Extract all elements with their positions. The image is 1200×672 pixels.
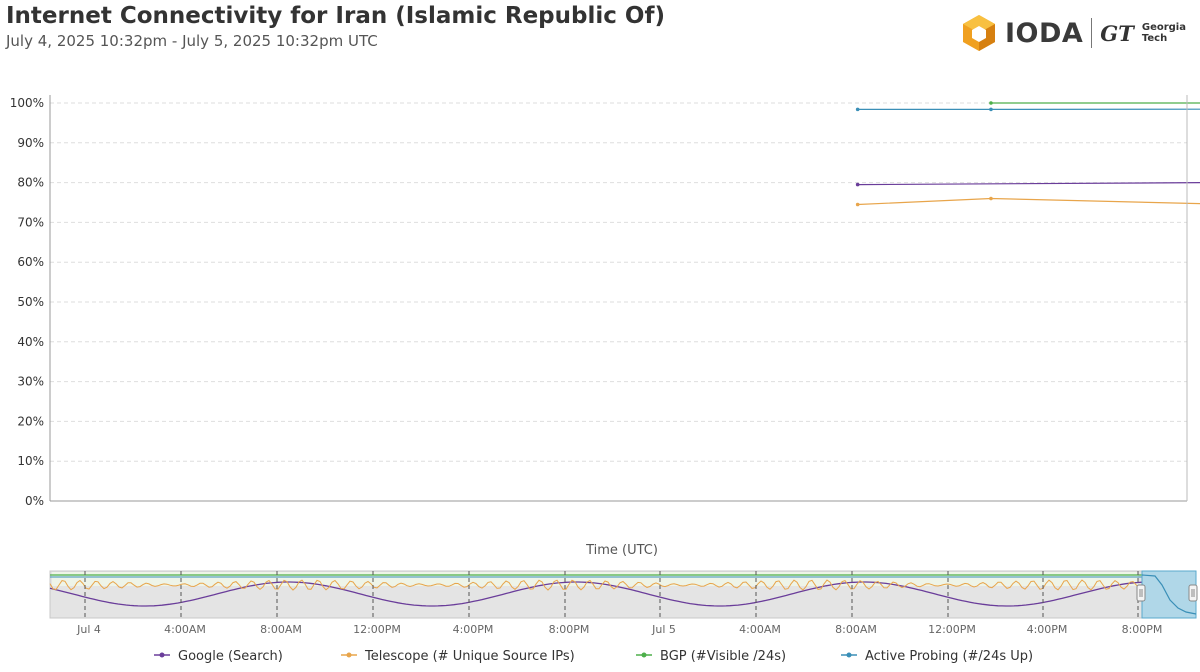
navigator-tick-label: 4:00AM (164, 623, 206, 636)
legend-item-2[interactable]: BGP (#Visible /24s) (636, 649, 786, 664)
chart-title: Internet Connectivity for Iran (Islamic … (6, 3, 665, 29)
legend-item-0[interactable]: Google (Search) (154, 649, 283, 664)
legend-label: Google (Search) (178, 649, 283, 664)
data-point[interactable] (989, 196, 993, 201)
y-tick-label: 90% (17, 136, 44, 150)
navigator-selection[interactable] (1141, 570, 1197, 619)
navigator-handle-right[interactable] (1188, 584, 1198, 602)
y-tick-label: 40% (17, 335, 44, 349)
plot-axes: 0%10%20%30%40%50%60%70%80%90%100%8:30PM8… (10, 95, 1188, 508)
navigator-handle-left[interactable] (1136, 584, 1146, 602)
series-0 (855, 182, 1200, 187)
series-3 (855, 107, 1200, 112)
time-navigator[interactable]: Jul 4 4:00AM 8:00AM 12:00PM 4:00PM 8:00PM Jul … (49, 570, 1198, 636)
legend-label: BGP (#Visible /24s) (660, 649, 786, 664)
series-1 (855, 196, 1200, 207)
chart-legend: Google (Search) Telescope (# Unique Sourc… (154, 649, 1033, 664)
y-tick-label: 80% (17, 176, 44, 190)
plot-series (855, 101, 1200, 207)
navigator-tick-label: 8:00AM (835, 623, 877, 636)
navigator-google-line (49, 581, 1143, 607)
ioda-logo: IODA GT Georgia Tech (961, 10, 1186, 56)
y-tick-label: 30% (17, 375, 44, 389)
legend-swatch-marker (159, 652, 165, 658)
y-tick-label: 70% (17, 215, 44, 229)
series-line (991, 102, 1200, 104)
navigator-tick-label: Jul 5 (651, 623, 676, 636)
navigator-telescope-line (49, 579, 1143, 591)
data-point[interactable] (855, 182, 860, 187)
navigator-tick-label: 4:00AM (739, 623, 781, 636)
series-line (857, 197, 1200, 206)
data-point[interactable] (989, 101, 993, 105)
y-tick-label: 50% (17, 295, 44, 309)
x-axis-title: Time (UTC) (585, 543, 658, 558)
legend-swatch-marker (641, 652, 647, 658)
plot-grid (50, 102, 1187, 502)
series-2 (989, 101, 1200, 105)
y-tick-label: 60% (17, 255, 44, 269)
series-line (857, 182, 1200, 186)
ioda-wordmark: IODA (1004, 17, 1084, 49)
y-tick-label: 20% (17, 414, 44, 428)
legend-label: Active Probing (#/24s Up) (865, 649, 1033, 664)
navigator-tick-label: 4:00PM (1027, 623, 1068, 636)
y-tick-label: 100% (10, 96, 44, 110)
legend-swatch-marker (346, 652, 352, 658)
georgia-tech-mark: GT (1100, 20, 1134, 46)
georgia-tech-line2: Tech (1141, 33, 1168, 44)
navigator-selection-line (1141, 574, 1197, 615)
navigator-tick-label: Jul 4 (76, 623, 101, 636)
y-tick-label: 0% (25, 494, 44, 508)
legend-item-3[interactable]: Active Probing (#/24s Up) (841, 649, 1033, 664)
logo-divider (1091, 18, 1093, 48)
navigator-tick-label: 8:00AM (260, 623, 302, 636)
ioda-hexagon-icon (962, 15, 995, 51)
data-point[interactable] (855, 107, 860, 112)
data-point[interactable] (989, 107, 993, 112)
y-tick-label: 10% (17, 454, 44, 468)
georgia-tech-name: Georgia Tech (1142, 22, 1186, 44)
navigator-tick-label: 12:00PM (353, 623, 401, 636)
navigator-tick-label: 12:00PM (928, 623, 976, 636)
navigator-tick-label: 8:00PM (1122, 623, 1163, 636)
series-line (857, 108, 1200, 111)
legend-swatch-marker (846, 652, 852, 658)
navigator-tick-label: 8:00PM (549, 623, 590, 636)
chart-subtitle: July 4, 2025 10:32pm - July 5, 2025 10:3… (6, 32, 378, 50)
legend-label: Telescope (# Unique Source IPs) (364, 649, 575, 664)
data-point[interactable] (855, 202, 860, 207)
legend-item-1[interactable]: Telescope (# Unique Source IPs) (341, 649, 575, 664)
georgia-tech-line1: Georgia (1141, 22, 1186, 33)
navigator-tick-label: 4:00PM (453, 623, 494, 636)
